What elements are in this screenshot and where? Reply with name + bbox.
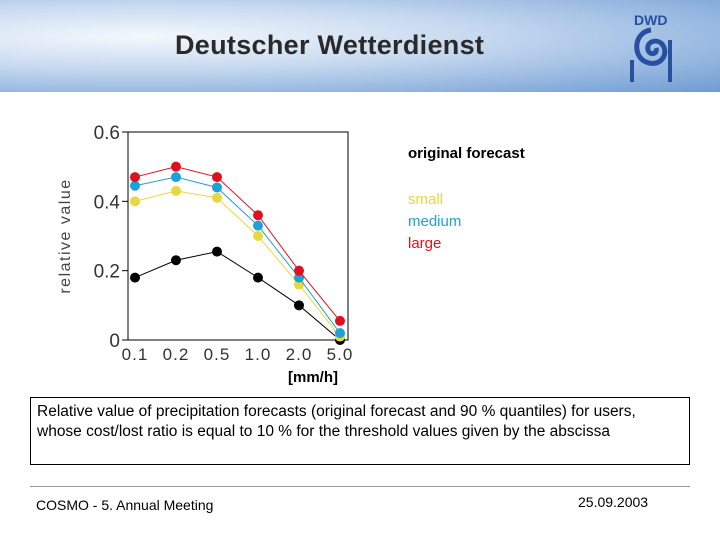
- x-tick-label: 0.2: [163, 345, 190, 364]
- plot-frame: [127, 131, 349, 341]
- footer-right: 25.09.2003: [578, 494, 649, 510]
- x-tick-label: 2.0: [286, 345, 313, 364]
- data-point: [294, 300, 304, 311]
- x-tick-label: 0.1: [122, 345, 149, 364]
- header-title: Deutscher Wetterdienst: [175, 30, 485, 60]
- y-tick-label: 0.4: [94, 192, 121, 213]
- data-point: [294, 272, 304, 283]
- logo: [630, 27, 672, 82]
- series-line: [134, 251, 341, 341]
- data-point: [253, 210, 263, 221]
- legend-label: large: [408, 235, 441, 252]
- data-point: [130, 272, 140, 283]
- data-point: [130, 172, 140, 183]
- series-line: [134, 166, 341, 322]
- x-axis-label: [mm/h]: [288, 369, 338, 386]
- series-line: [134, 190, 341, 337]
- x-tick-label: 1.0: [245, 345, 272, 364]
- caption: Relative value of precipitation forecast…: [30, 397, 690, 465]
- data-point: [212, 192, 222, 203]
- data-point: [171, 185, 181, 196]
- y-tick-label: 0.2: [94, 262, 120, 283]
- data-point: [335, 328, 345, 339]
- footer-left: COSMO - 5. Annual Meeting: [36, 497, 214, 513]
- y-tick-label: 0: [109, 331, 120, 352]
- data-point: [171, 172, 181, 183]
- data-point: [253, 272, 263, 283]
- data-point: [130, 180, 140, 191]
- legend-label: small: [408, 191, 443, 208]
- x-tick-label: 5.0: [327, 345, 354, 364]
- x-tick-label: 0.5: [204, 345, 231, 364]
- header-banner: [0, 0, 720, 92]
- logo-text: DWD: [634, 12, 668, 28]
- legend-label: original forecast: [408, 145, 525, 162]
- footer-rule: [30, 486, 690, 487]
- data-point: [212, 182, 222, 193]
- data-point: [335, 315, 345, 326]
- data-point: [253, 231, 263, 241]
- chart: 0 0.2 0.4 0.6 0.1 0.2 0.5 1.0 2.0 5.0 relative val…: [57, 123, 525, 386]
- data-point: [130, 196, 140, 207]
- legend-label: medium: [408, 213, 461, 230]
- data-point: [171, 161, 181, 172]
- data-point: [212, 172, 222, 183]
- data-point: [171, 255, 181, 266]
- data-point: [294, 265, 304, 276]
- y-axis-label: relative value: [57, 178, 74, 293]
- data-point: [212, 246, 222, 257]
- data-point: [294, 279, 304, 290]
- y-tick-label: 0.6: [94, 123, 120, 144]
- series-line: [134, 176, 341, 334]
- data-point: [253, 220, 263, 231]
